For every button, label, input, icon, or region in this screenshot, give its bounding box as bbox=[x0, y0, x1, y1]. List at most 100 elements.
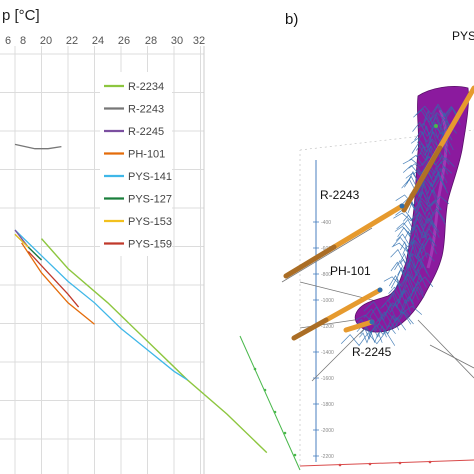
series-line-r-2243 bbox=[14, 143, 62, 150]
legend-entry: PH-101 bbox=[128, 149, 165, 161]
series-line-r-2234 bbox=[40, 238, 268, 454]
survey-trace bbox=[404, 228, 428, 246]
red-axis-dot bbox=[368, 462, 372, 466]
red-axis-dot bbox=[428, 460, 432, 464]
depth-tick-label: -2200 bbox=[321, 454, 334, 460]
survey-trace bbox=[408, 160, 449, 175]
green-axis-dot bbox=[263, 388, 267, 392]
survey-trace bbox=[413, 107, 461, 125]
survey-trace bbox=[360, 325, 387, 340]
well-label-ph101: PH-101 bbox=[330, 264, 371, 278]
well-head bbox=[377, 287, 383, 293]
legend-entry: R-2234 bbox=[128, 81, 164, 93]
green-axis-dot bbox=[283, 431, 287, 435]
well-label-r2245: R-2245 bbox=[352, 345, 392, 359]
x-tick-label: 24 bbox=[92, 35, 104, 47]
survey-trace bbox=[414, 128, 453, 143]
survey-trace bbox=[399, 240, 428, 260]
depth-tick-label: -1400 bbox=[321, 350, 334, 356]
survey-trace bbox=[390, 249, 435, 264]
well-label-r2243: R-2243 bbox=[320, 188, 360, 202]
survey-trace bbox=[364, 314, 400, 332]
well-bore-top-shade bbox=[401, 145, 443, 213]
thin-line bbox=[281, 227, 373, 283]
legend-entry: R-2245 bbox=[128, 126, 164, 138]
red-axis-line bbox=[299, 459, 474, 467]
survey-trace bbox=[402, 213, 435, 231]
x-tick-label: 32 bbox=[193, 35, 205, 47]
thin-line bbox=[429, 344, 474, 369]
survey-trace bbox=[400, 252, 424, 269]
x-tick-label: 6 bbox=[5, 35, 11, 47]
survey-trace bbox=[403, 210, 435, 228]
legend-entry: PYS-127 bbox=[128, 194, 172, 206]
survey-trace bbox=[359, 330, 383, 344]
depth-tick-label: -1600 bbox=[321, 376, 334, 382]
x-tick-label: 22 bbox=[66, 35, 78, 47]
depth-tick-label: -1800 bbox=[321, 402, 334, 408]
panel-b-3d-model: b) PYS -400-600-800-1000-1200-1400-1600-… bbox=[239, 11, 474, 471]
green-axis-line bbox=[239, 335, 301, 471]
green-axis-dot bbox=[253, 367, 257, 371]
panel-a-x-ticks: 6 8 20 22 24 26 28 30 32 bbox=[5, 35, 205, 47]
legend-entry: PYS-153 bbox=[128, 216, 172, 228]
survey-trace bbox=[394, 221, 440, 239]
legend-entry: PYS-159 bbox=[128, 239, 172, 251]
survey-trace bbox=[392, 282, 421, 298]
survey-trace bbox=[417, 130, 449, 149]
legend-entry: PYS-141 bbox=[128, 171, 172, 183]
survey-trace bbox=[382, 295, 415, 311]
panel-b-green-axis bbox=[239, 335, 301, 471]
green-axis-dot bbox=[293, 453, 297, 457]
panel-b-corner-label: PYS bbox=[452, 29, 474, 43]
depth-tick-label: -800 bbox=[321, 272, 331, 278]
well-bore-r2245 bbox=[343, 319, 375, 333]
x-tick-label: 28 bbox=[145, 35, 157, 47]
survey-trace bbox=[340, 330, 396, 347]
well-head bbox=[399, 203, 405, 209]
survey-trace bbox=[422, 124, 446, 140]
depth-tick-label: -1000 bbox=[321, 298, 334, 304]
x-tick-label: 8 bbox=[20, 35, 26, 47]
x-tick-label: 30 bbox=[171, 35, 183, 47]
depth-tick-label: -400 bbox=[321, 220, 331, 226]
panel-b-depth-axis: -400-600-800-1000-1200-1400-1600-1800-20… bbox=[313, 160, 334, 462]
well-bores bbox=[283, 85, 474, 341]
depth-tick-label: -1200 bbox=[321, 324, 334, 330]
survey-trace bbox=[388, 287, 419, 305]
panel-a-series bbox=[14, 143, 268, 454]
x-tick-label: 26 bbox=[118, 35, 130, 47]
red-axis-dot bbox=[398, 461, 402, 465]
survey-trace bbox=[409, 154, 450, 167]
survey-trace bbox=[383, 273, 434, 288]
survey-trace bbox=[388, 273, 427, 292]
panel-a-title: p [°C] bbox=[2, 7, 40, 24]
series-line-pys-153 bbox=[14, 233, 29, 248]
survey-trace bbox=[394, 257, 428, 274]
survey-trace bbox=[363, 301, 423, 317]
survey-trace bbox=[396, 268, 422, 283]
green-axis-dot bbox=[273, 410, 277, 414]
survey-trace bbox=[369, 303, 411, 322]
survey-trace bbox=[407, 200, 434, 216]
survey-trace bbox=[415, 105, 460, 121]
survey-trace bbox=[402, 156, 455, 168]
well-head bbox=[434, 124, 438, 128]
series-line-pys-159 bbox=[27, 250, 80, 308]
red-axis-dot bbox=[338, 463, 342, 467]
survey-trace bbox=[390, 261, 430, 278]
survey-trace bbox=[391, 237, 437, 255]
survey-trace bbox=[396, 217, 440, 235]
panel-a-legend: R-2234 R-2243 R-2245 PH-101 PYS-141 PYS-127 PY… bbox=[100, 72, 172, 256]
panel-b-label: b) bbox=[285, 11, 298, 28]
survey-trace bbox=[417, 103, 459, 118]
series-line-ph-101 bbox=[21, 242, 95, 325]
well-head bbox=[369, 319, 375, 325]
survey-trace bbox=[401, 177, 449, 195]
panel-b-red-axis bbox=[299, 459, 474, 467]
survey-trace bbox=[380, 298, 411, 314]
well-bore-ph101-shade bbox=[291, 317, 329, 341]
series-line-pys-141 bbox=[14, 229, 188, 381]
survey-trace bbox=[390, 277, 424, 295]
survey-trace bbox=[417, 120, 453, 136]
